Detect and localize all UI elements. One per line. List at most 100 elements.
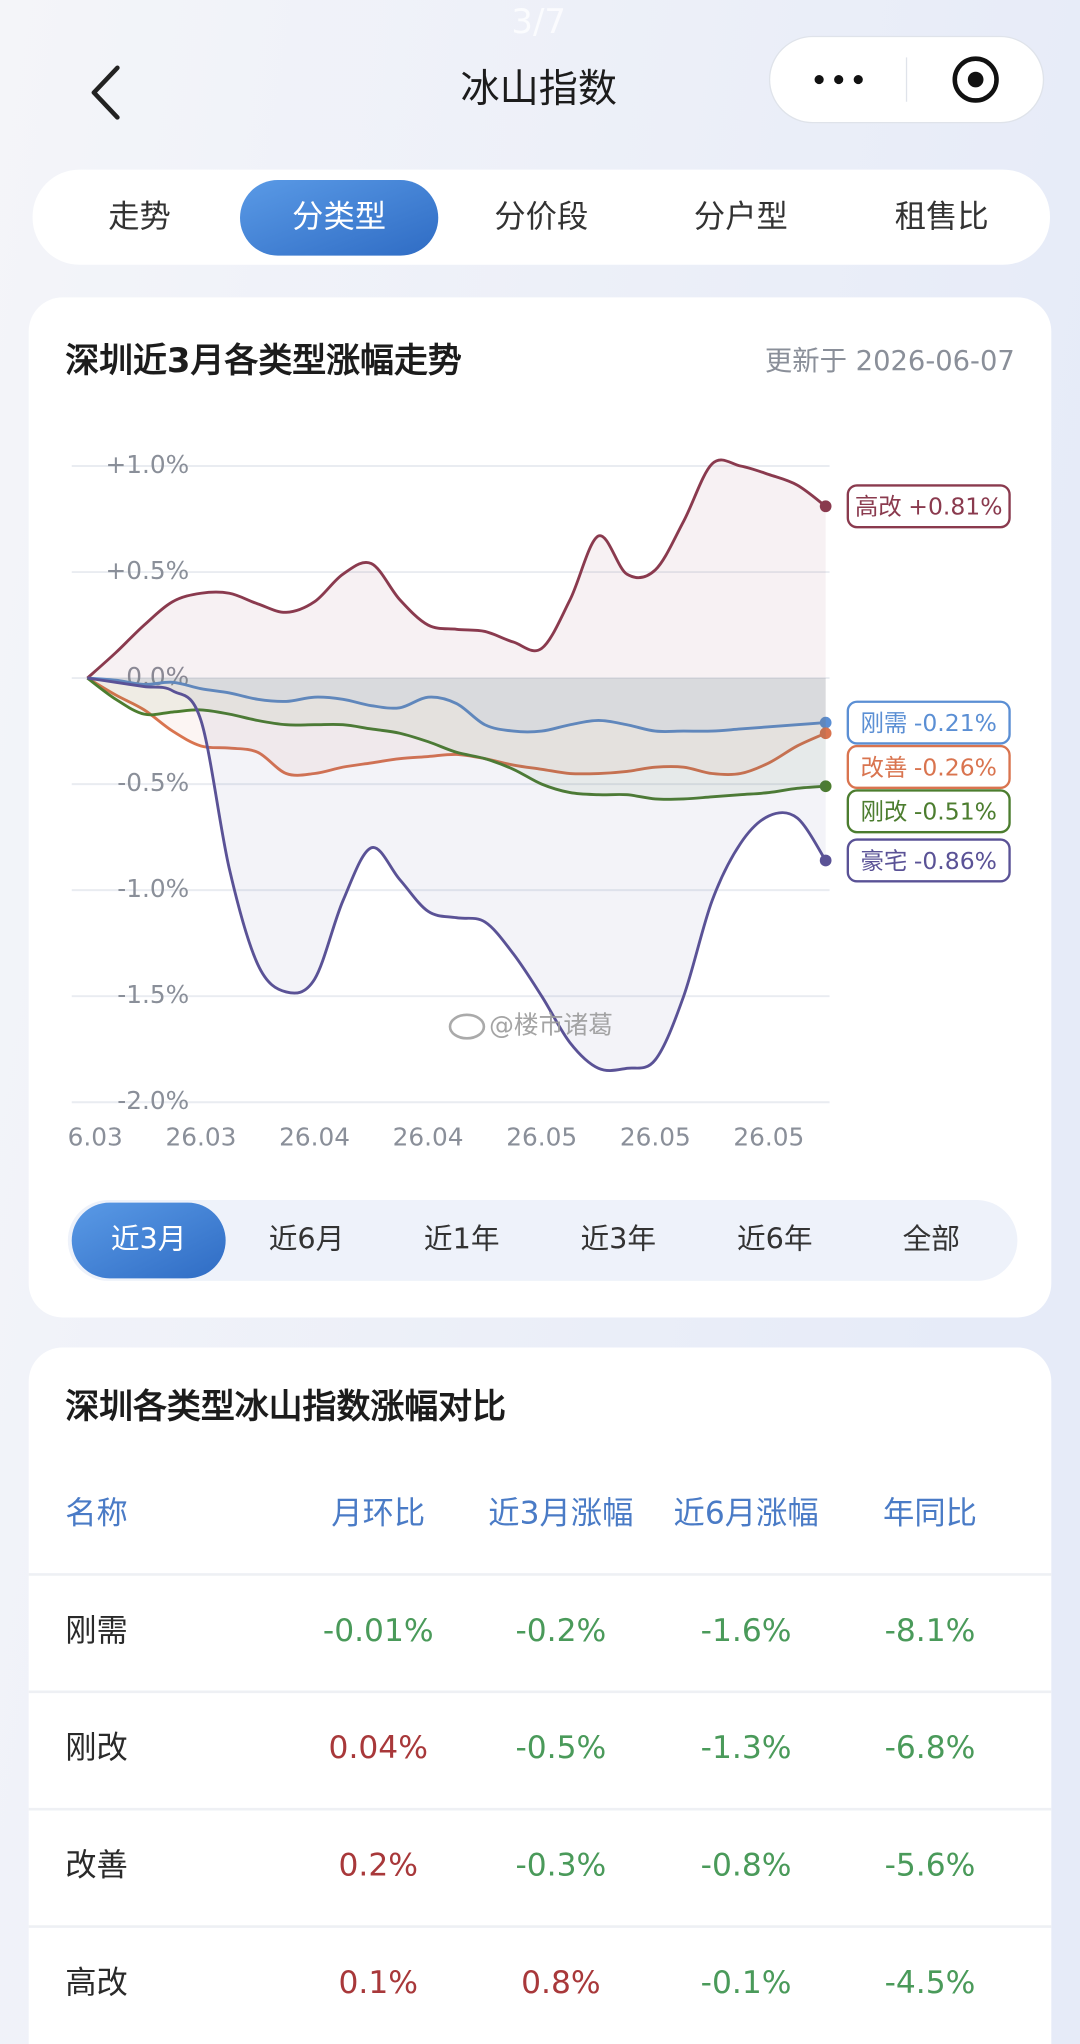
header-title: 冰山指数	[460, 67, 616, 112]
tab[interactable]: 走势	[108, 199, 171, 235]
table-header: 年同比	[883, 1495, 977, 1531]
series-area	[87, 678, 826, 732]
series-area	[87, 678, 826, 800]
legend-value: +0.81%	[908, 492, 1002, 520]
table-cell: 0.04%	[329, 1730, 428, 1766]
table-cell: -0.3%	[515, 1848, 606, 1884]
end-dot	[819, 780, 832, 793]
table-header: 近3月涨幅	[488, 1495, 633, 1531]
range-tab[interactable]: 近6月	[269, 1221, 345, 1255]
series-area	[87, 459, 826, 679]
legend-text: 刚改 -0.51%	[860, 797, 996, 825]
legend-chip	[846, 838, 1011, 883]
table-cell: -0.01%	[323, 1613, 434, 1649]
table-cell: 高改	[65, 1965, 128, 2001]
range-tab[interactable]: 近1年	[424, 1221, 500, 1255]
tab[interactable]: 分户型	[694, 199, 788, 235]
legend-name: 豪宅	[860, 846, 907, 874]
table-title: 深圳各类型冰山指数涨幅对比	[65, 1387, 506, 1426]
x-tick-label: 6.03	[68, 1123, 123, 1152]
range-tab[interactable]: 近6年	[737, 1221, 813, 1255]
y-tick-label: -1.5%	[117, 980, 189, 1009]
table-cell: 刚改	[65, 1730, 128, 1766]
back-button[interactable]	[91, 65, 120, 120]
table-cell: 刚需	[65, 1613, 128, 1649]
table-cell: 0.2%	[339, 1848, 419, 1884]
table-header: 名称	[65, 1495, 128, 1531]
update-date: 更新于 2026-06-07	[765, 346, 1015, 377]
legend-text: 豪宅 -0.86%	[860, 846, 996, 874]
more-button[interactable]	[814, 75, 863, 85]
y-tick-label: +0.5%	[105, 556, 189, 585]
table-cell: -5.6%	[885, 1848, 976, 1884]
y-tick-label: -2.0%	[117, 1086, 189, 1115]
x-tick-label: 26.05	[733, 1123, 804, 1152]
legend-chip	[846, 484, 1011, 529]
series-line	[86, 676, 827, 777]
close-button[interactable]	[952, 56, 999, 103]
watermark-text: @楼市诸葛	[489, 1011, 613, 1040]
table-cell: -1.6%	[701, 1613, 792, 1649]
legend-chip	[846, 789, 1011, 834]
table-cell: -6.8%	[885, 1730, 976, 1766]
range-tab[interactable]: 全部	[903, 1221, 960, 1255]
legend-text: 高改 +0.81%	[855, 492, 1003, 520]
x-tick-label: 26.05	[620, 1123, 691, 1152]
table-cell: 0.1%	[339, 1965, 419, 2001]
table-cell: -8.1%	[885, 1613, 976, 1649]
end-dot	[819, 500, 832, 513]
legend-chip	[846, 700, 1011, 745]
series-line	[87, 676, 826, 734]
range-active-pill	[71, 1202, 226, 1279]
table-cell: -4.5%	[885, 1965, 976, 2001]
table-cell: -0.1%	[701, 1965, 792, 2001]
end-dot	[819, 727, 832, 740]
end-dot	[819, 854, 832, 867]
legend-value: -0.86%	[914, 846, 997, 874]
legend-name: 改善	[860, 753, 907, 781]
legend-value: -0.26%	[914, 753, 997, 781]
table-cell: -0.5%	[515, 1730, 606, 1766]
legend-chip	[846, 744, 1011, 790]
legend-value: -0.51%	[914, 797, 997, 825]
page-indicator: 3/7	[511, 2, 566, 41]
legend-text: 改善 -0.26%	[860, 753, 996, 781]
tab[interactable]: 分类型	[292, 199, 386, 235]
series-area	[87, 678, 826, 776]
y-tick-label: -0.5%	[117, 768, 189, 797]
legend-value: -0.21%	[914, 708, 997, 736]
legend-name: 刚需	[860, 708, 907, 736]
table-header: 近6月涨幅	[674, 1495, 819, 1531]
table-card	[28, 1347, 1052, 2044]
legend-name: 刚改	[860, 797, 907, 825]
watermark: @楼市诸葛	[448, 1011, 613, 1040]
legend-name: 高改	[855, 492, 902, 520]
plot: +1.0%+0.5%0.0%-0.5%-1.0%-1.5%-2.0%6.03 26…	[68, 450, 1011, 1152]
y-tick-label: -1.0%	[117, 874, 189, 903]
card-title: 深圳近3月各类型涨幅走势	[65, 341, 462, 380]
table-cell: -0.2%	[515, 1613, 606, 1649]
table-cell: 0.8%	[521, 1965, 601, 2001]
end-dot	[819, 716, 832, 729]
table-cell: -0.8%	[701, 1848, 792, 1884]
tab[interactable]: 分价段	[494, 199, 588, 235]
series-line	[86, 458, 827, 680]
x-tick-label: 26.04	[393, 1123, 464, 1152]
range-tab[interactable]: 近3年	[580, 1221, 656, 1255]
series-line	[86, 676, 826, 801]
table-cell: -1.3%	[701, 1730, 792, 1766]
series-line	[87, 676, 827, 1072]
series-area	[87, 678, 826, 1071]
range-bar	[67, 1200, 1018, 1281]
table-cell: 改善	[65, 1848, 128, 1884]
y-tick-label: +1.0%	[105, 450, 189, 479]
trend-card	[28, 297, 1052, 1318]
tab[interactable]: 租售比	[895, 199, 989, 235]
x-tick-label: 26.04	[279, 1123, 350, 1152]
tab-active-pill	[240, 180, 439, 256]
table-header: 月环比	[331, 1495, 425, 1531]
range-tab[interactable]: 近3月	[111, 1221, 187, 1255]
